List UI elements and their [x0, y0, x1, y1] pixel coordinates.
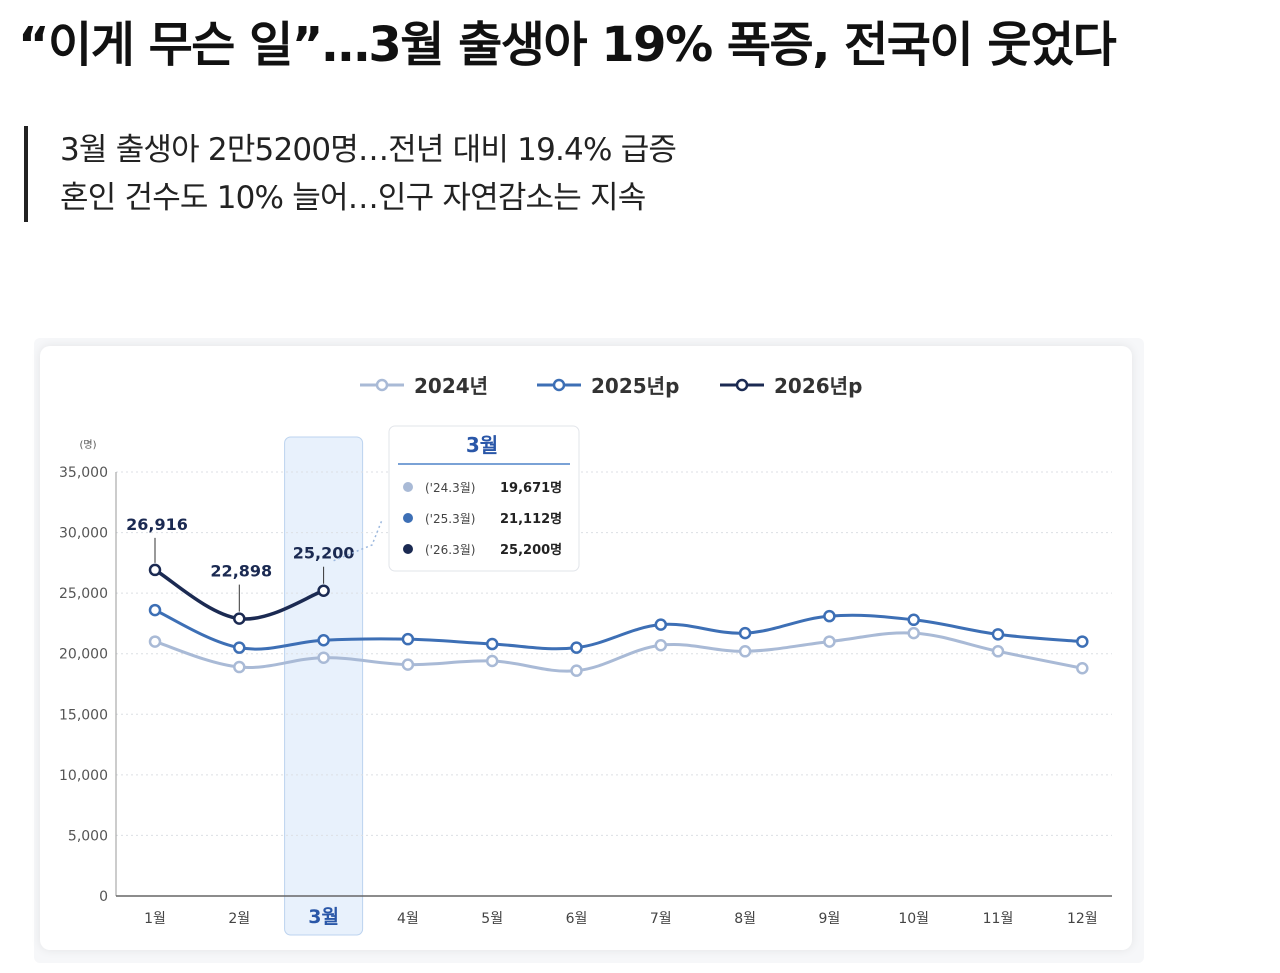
y-tick-label: 25,000: [59, 586, 108, 602]
legend-marker: [552, 378, 566, 392]
legend-marker: [735, 378, 749, 392]
data-point[interactable]: [401, 632, 415, 646]
legend-entry: 2026년p: [774, 374, 862, 398]
y-tick-label: 0: [99, 889, 108, 905]
tooltip-box: [388, 425, 580, 572]
tooltip-title: 3월: [466, 433, 498, 457]
y-tick-label: 35,000: [59, 465, 108, 481]
legend-entry: 2024년: [414, 374, 488, 398]
y-tick-label: 5,000: [68, 828, 108, 844]
data-label: 26,916: [126, 515, 188, 534]
y-tick-label: 30,000: [59, 526, 108, 542]
y-axis-unit: (명): [79, 439, 96, 451]
data-label: 22,898: [210, 562, 272, 581]
highlight-column: [284, 436, 364, 936]
chart-card: [34, 338, 1144, 963]
data-point[interactable]: [907, 626, 920, 640]
tooltip-row-value: 21,112명: [500, 511, 562, 527]
article-subheads: 3월 출생아 2만5200명…전년 대비 19.4% 급증 혼인 건수도 10%…: [24, 126, 677, 222]
data-point[interactable]: [485, 637, 499, 651]
x-tick-label: 12월: [1067, 911, 1098, 927]
data-point[interactable]: [485, 654, 499, 668]
legend-entry: 2025년p: [591, 374, 679, 398]
x-tick-label: 8월: [734, 911, 756, 927]
tooltip-row-label: ('25.3월): [425, 512, 475, 526]
data-point[interactable]: [148, 635, 162, 648]
data-point[interactable]: [233, 660, 246, 674]
data-point[interactable]: [401, 658, 415, 671]
tooltip-row-value: 19,671명: [500, 480, 562, 496]
x-tick-label: 11월: [983, 911, 1014, 927]
data-point[interactable]: [738, 626, 752, 640]
data-point[interactable]: [654, 618, 668, 631]
data-point[interactable]: [233, 641, 246, 654]
x-tick-label: 5월: [481, 911, 503, 927]
subhead-line-2: 혼인 건수도 10% 늘어…인구 자연감소는 지속: [60, 180, 646, 216]
x-tick-label: 9월: [819, 911, 841, 927]
x-tick-label: 2월: [228, 911, 250, 927]
data-point[interactable]: [1076, 635, 1089, 648]
subhead-line-1: 3월 출생아 2만5200명…전년 대비 19.4% 급증: [60, 132, 677, 168]
data-label: 25,200: [293, 544, 355, 563]
series-line: [154, 608, 1083, 651]
y-tick-label: 15,000: [59, 707, 108, 723]
y-tick-label: 10,000: [59, 768, 108, 784]
tooltip-connector: [333, 519, 383, 562]
data-point[interactable]: [317, 651, 330, 664]
y-tick-label: 20,000: [59, 647, 108, 663]
data-point[interactable]: [991, 628, 1005, 641]
data-point[interactable]: [823, 609, 836, 623]
data-point[interactable]: [654, 638, 668, 652]
data-point[interactable]: [991, 645, 1005, 658]
series-line: [154, 631, 1083, 673]
legend-marker: [375, 378, 389, 392]
chart-panel: [40, 346, 1132, 950]
data-point[interactable]: [317, 584, 330, 597]
data-point[interactable]: [148, 603, 162, 617]
data-point[interactable]: [823, 635, 836, 648]
article-headline: “이게 무슨 일”…3월 출생아 19% 폭증, 전국이 웃었다: [18, 17, 1117, 73]
data-point[interactable]: [570, 664, 583, 677]
x-tick-label: 10월: [898, 911, 929, 927]
x-tick-label: 7월: [650, 911, 672, 927]
tooltip-marker: [403, 544, 413, 554]
tooltip-row-label: ('26.3월): [425, 543, 475, 557]
data-point[interactable]: [233, 612, 246, 625]
data-point[interactable]: [570, 641, 583, 654]
x-tick-label: 3월: [308, 906, 339, 928]
data-point[interactable]: [738, 645, 752, 658]
x-tick-label: 1월: [144, 911, 166, 927]
data-point[interactable]: [907, 613, 920, 627]
tooltip-marker: [403, 482, 413, 492]
tooltip-marker: [403, 513, 413, 523]
tooltip-row-value: 25,200명: [500, 542, 562, 558]
x-tick-label: 4월: [397, 911, 419, 927]
x-tick-label: 6월: [566, 911, 588, 927]
data-point[interactable]: [148, 563, 162, 577]
data-point[interactable]: [1076, 662, 1089, 675]
data-point[interactable]: [317, 633, 330, 647]
tooltip-row-label: ('24.3월): [425, 481, 475, 495]
